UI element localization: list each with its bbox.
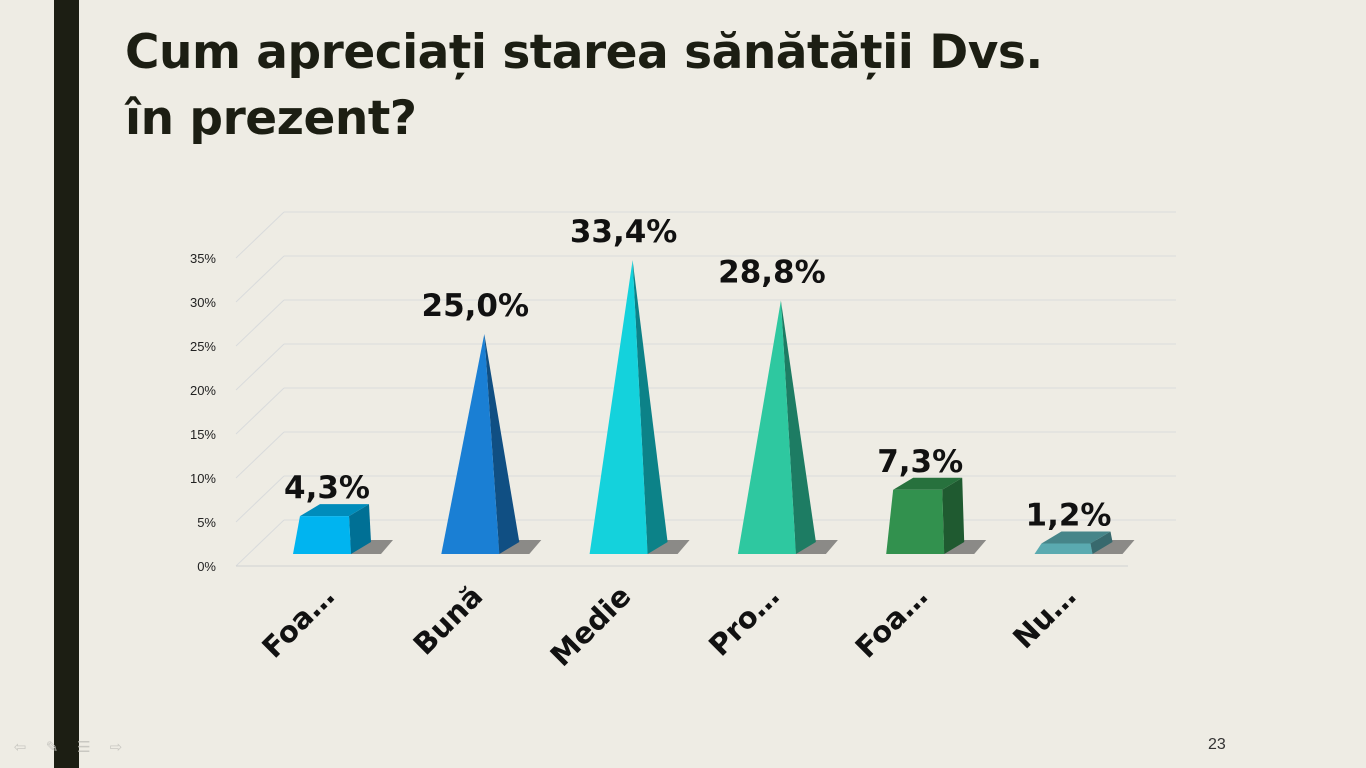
gridline-depth: [235, 211, 285, 259]
data-label: 25,0%: [422, 288, 530, 324]
y-tick-label: 5%: [197, 515, 216, 530]
arrow-right-icon[interactable]: ⇨: [109, 738, 123, 756]
bar-top: [893, 477, 963, 490]
x-tick-label: Bună: [407, 579, 490, 662]
bar-side: [484, 334, 520, 554]
bar-front: [1034, 543, 1093, 554]
data-label: 28,8%: [718, 255, 826, 291]
x-tick-label: Medie: [544, 579, 638, 673]
gridline-depth: [235, 255, 285, 303]
arrow-left-icon[interactable]: ⇦: [13, 738, 27, 756]
bar-top: [299, 504, 369, 517]
slide-title: Cum apreciați starea sănătății Dvs. în p…: [125, 20, 1125, 152]
gridline-depth: [235, 387, 285, 435]
slide-navigation[interactable]: ⇦ ✎ ☰ ⇨: [8, 738, 128, 756]
data-label: 4,3%: [284, 470, 370, 506]
x-tick-label: Nu…: [1006, 579, 1082, 655]
x-tick-label: Foa…: [255, 579, 341, 665]
pen-icon[interactable]: ✎: [45, 738, 59, 756]
bar-side: [780, 300, 816, 554]
bar-front: [589, 260, 648, 554]
gridline-depth: [235, 431, 285, 479]
bar-side: [1090, 531, 1113, 554]
bar-top: [1041, 531, 1111, 544]
bar-front: [737, 300, 796, 554]
left-accent-bar: [54, 0, 79, 768]
bar-side: [942, 477, 965, 554]
title-line-2: în prezent?: [125, 91, 417, 146]
y-tick-label: 0%: [197, 559, 216, 574]
data-label: 1,2%: [1026, 497, 1112, 533]
bar-side: [349, 504, 371, 554]
bar-front: [293, 516, 351, 554]
y-tick-label: 15%: [190, 427, 216, 442]
gridline-depth: [235, 519, 285, 567]
bar-side: [632, 260, 668, 554]
bar-front: [886, 489, 945, 554]
x-tick-label: Pro…: [702, 579, 786, 663]
gridline-depth: [235, 299, 285, 347]
y-tick-label: 25%: [190, 339, 216, 354]
y-tick-label: 10%: [190, 471, 216, 486]
data-label: 7,3%: [877, 444, 963, 480]
y-tick-label: 35%: [190, 251, 216, 266]
slide-number: 23: [1208, 736, 1226, 753]
title-line-1: Cum apreciați starea sănătății Dvs.: [125, 25, 1043, 80]
y-tick-label: 30%: [190, 295, 216, 310]
gridline-depth: [235, 343, 285, 391]
x-tick-label: Foa…: [848, 579, 934, 665]
y-tick-label: 20%: [190, 383, 216, 398]
menu-icon[interactable]: ☰: [77, 738, 91, 756]
gridline-depth: [235, 475, 285, 523]
data-label: 33,4%: [570, 214, 678, 250]
bar-front: [441, 334, 500, 554]
